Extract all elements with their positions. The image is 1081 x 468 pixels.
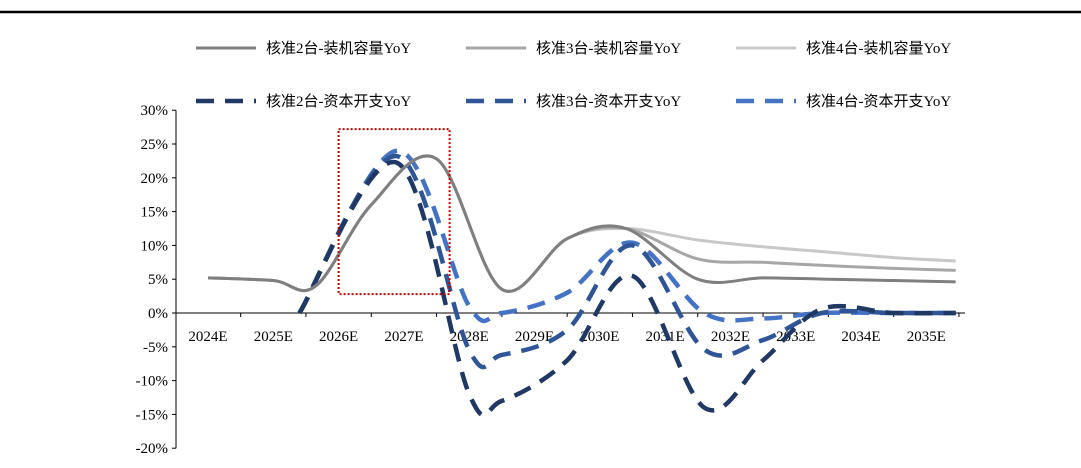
- legend-label-1: 核准2台-装机容量YoY: [266, 40, 411, 57]
- x-tick-label: 2031E: [646, 329, 685, 345]
- legend-label-5: 核准3台-资本开支YoY: [536, 93, 681, 110]
- x-tick-label: 2034E: [841, 329, 880, 345]
- series-line-5: [297, 153, 956, 370]
- legend-label-6: 核准4台-资本开支YoY: [806, 93, 951, 110]
- y-tick-label: 25%: [141, 137, 169, 153]
- x-tick-label: 2035E: [907, 329, 946, 345]
- x-tick-label: 2029E: [515, 329, 554, 345]
- legend-label-2: 核准3台-装机容量YoY: [536, 40, 681, 57]
- axes: -20% -15% -10% -5% 0% 5% 10% 15% 20% 25% 30% 2024E 2…: [136, 103, 965, 457]
- legend-label-4: 核准2台-资本开支YoY: [266, 93, 411, 110]
- y-tick-label: -5%: [143, 340, 168, 356]
- y-tick-label: 20%: [141, 171, 169, 187]
- x-tick-label: 2025E: [254, 329, 293, 345]
- series-line-1: [207, 154, 956, 293]
- x-tick-label: 2027E: [384, 329, 423, 345]
- annotations: [337, 128, 451, 296]
- y-tick-label: 15%: [141, 205, 169, 221]
- highlight-box: [337, 128, 451, 296]
- series-line-6: [297, 148, 956, 324]
- y-tick-label: 10%: [141, 238, 169, 254]
- y-tick-label: 5%: [148, 272, 168, 288]
- series-line-4: [297, 159, 956, 418]
- y-tick-label: -20%: [136, 441, 169, 457]
- legend: 核准2台-装机容量YoY 核准3台-装机容量YoY 核准4台-装机容量YoY 核准2台…: [196, 40, 951, 110]
- x-tick-label: 2032E: [711, 329, 750, 345]
- x-tick-label: 2033E: [776, 329, 815, 345]
- y-tick-label: -10%: [136, 374, 169, 390]
- series-group: [207, 148, 956, 418]
- x-tick-label: 2028E: [450, 329, 489, 345]
- y-tick-label: 30%: [141, 103, 169, 119]
- legend-label-3: 核准4台-装机容量YoY: [806, 40, 951, 57]
- y-tick-label: -15%: [136, 407, 169, 423]
- x-tick-label: 2030E: [580, 329, 619, 345]
- y-tick-label: 0%: [148, 306, 168, 322]
- x-tick-label: 2024E: [188, 329, 227, 345]
- x-tick-label: 2026E: [319, 329, 358, 345]
